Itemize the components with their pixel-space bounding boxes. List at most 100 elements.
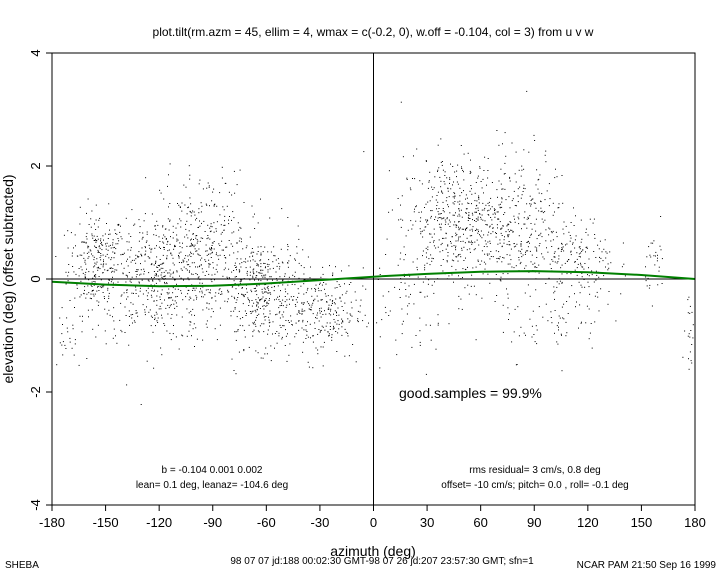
scatter-point — [610, 262, 612, 264]
scatter-point — [320, 316, 322, 318]
scatter-point — [531, 254, 533, 256]
scatter-point — [419, 291, 421, 293]
scatter-point — [159, 269, 161, 271]
scatter-point — [328, 307, 330, 309]
scatter-point — [183, 260, 185, 262]
scatter-point — [235, 302, 237, 303]
scatter-point — [129, 256, 131, 258]
scatter-point — [128, 233, 130, 235]
scatter-point — [278, 307, 280, 309]
scatter-point — [425, 160, 427, 162]
scatter-point — [321, 325, 323, 327]
scatter-point — [581, 286, 583, 288]
scatter-point — [582, 249, 584, 251]
scatter-point — [533, 134, 535, 136]
scatter-point — [326, 322, 328, 324]
scatter-point — [197, 253, 199, 255]
scatter-point — [332, 272, 334, 274]
scatter-point — [161, 317, 163, 319]
scatter-point — [458, 203, 460, 205]
scatter-point — [329, 322, 331, 324]
scatter-point — [561, 370, 563, 372]
scatter-point — [622, 242, 624, 244]
scatter-point — [507, 307, 509, 309]
scatter-point — [79, 206, 81, 208]
scatter-point — [545, 283, 547, 284]
scatter-point — [251, 291, 253, 293]
scatter-point — [156, 245, 157, 247]
scatter-point — [256, 301, 258, 303]
scatter-point — [305, 329, 307, 331]
scatter-point — [591, 270, 593, 272]
scatter-point — [326, 301, 328, 303]
scatter-point — [574, 239, 576, 241]
scatter-point — [535, 218, 537, 220]
scatter-point — [298, 329, 300, 331]
scatter-point — [198, 226, 199, 228]
scatter-point — [196, 250, 198, 252]
scatter-point — [301, 327, 303, 329]
scatter-point — [93, 275, 95, 277]
scatter-point — [246, 288, 247, 290]
scatter-point — [312, 367, 314, 369]
scatter-point — [565, 244, 566, 246]
scatter-point — [527, 250, 529, 252]
scatter-point — [646, 256, 648, 258]
scatter-point — [257, 302, 259, 303]
scatter-point — [335, 331, 337, 332]
scatter-point — [291, 324, 293, 325]
scatter-point — [100, 279, 102, 281]
scatter-point — [256, 265, 258, 266]
scatter-point — [562, 246, 564, 248]
scatter-point — [431, 257, 433, 259]
scatter-point — [552, 230, 554, 232]
scatter-point — [164, 299, 165, 301]
scatter-point — [589, 218, 591, 220]
scatter-point — [651, 305, 653, 307]
scatter-point — [139, 226, 141, 228]
scatter-point — [101, 244, 103, 246]
scatter-point — [564, 262, 566, 264]
scatter-point — [454, 221, 456, 223]
scatter-point — [126, 384, 128, 386]
scatter-point — [580, 322, 582, 324]
scatter-point — [212, 267, 214, 269]
scatter-point — [282, 279, 284, 281]
scatter-point — [98, 219, 100, 221]
scatter-point — [76, 287, 78, 289]
scatter-point — [536, 247, 538, 249]
scatter-point — [436, 205, 438, 206]
scatter-point — [153, 367, 155, 369]
scatter-point — [89, 297, 91, 299]
scatter-point — [178, 204, 180, 206]
scatter-point — [297, 225, 299, 227]
scatter-point — [253, 323, 255, 325]
scatter-point — [176, 296, 178, 297]
scatter-point — [259, 260, 261, 262]
scatter-point — [325, 325, 327, 327]
scatter-point — [458, 213, 460, 215]
scatter-point — [298, 238, 300, 240]
scatter-point — [496, 211, 498, 213]
scatter-point — [108, 203, 110, 205]
scatter-point — [171, 314, 173, 315]
scatter-point — [264, 288, 266, 290]
scatter-point — [186, 335, 188, 337]
scatter-point — [425, 226, 427, 228]
scatter-point — [211, 252, 213, 254]
scatter-point — [346, 312, 348, 314]
scatter-point — [113, 257, 115, 259]
scatter-point — [176, 240, 178, 242]
x-tick-label: 120 — [577, 515, 599, 530]
scatter-point — [456, 170, 458, 172]
scatter-point — [349, 313, 351, 315]
scatter-point — [331, 339, 333, 341]
scatter-point — [159, 280, 161, 282]
scatter-point — [154, 225, 156, 227]
scatter-point — [261, 323, 263, 325]
scatter-point — [194, 244, 196, 246]
scatter-point — [545, 240, 547, 242]
scatter-point — [436, 208, 437, 210]
scatter-point — [280, 290, 281, 292]
scatter-point — [213, 248, 215, 250]
